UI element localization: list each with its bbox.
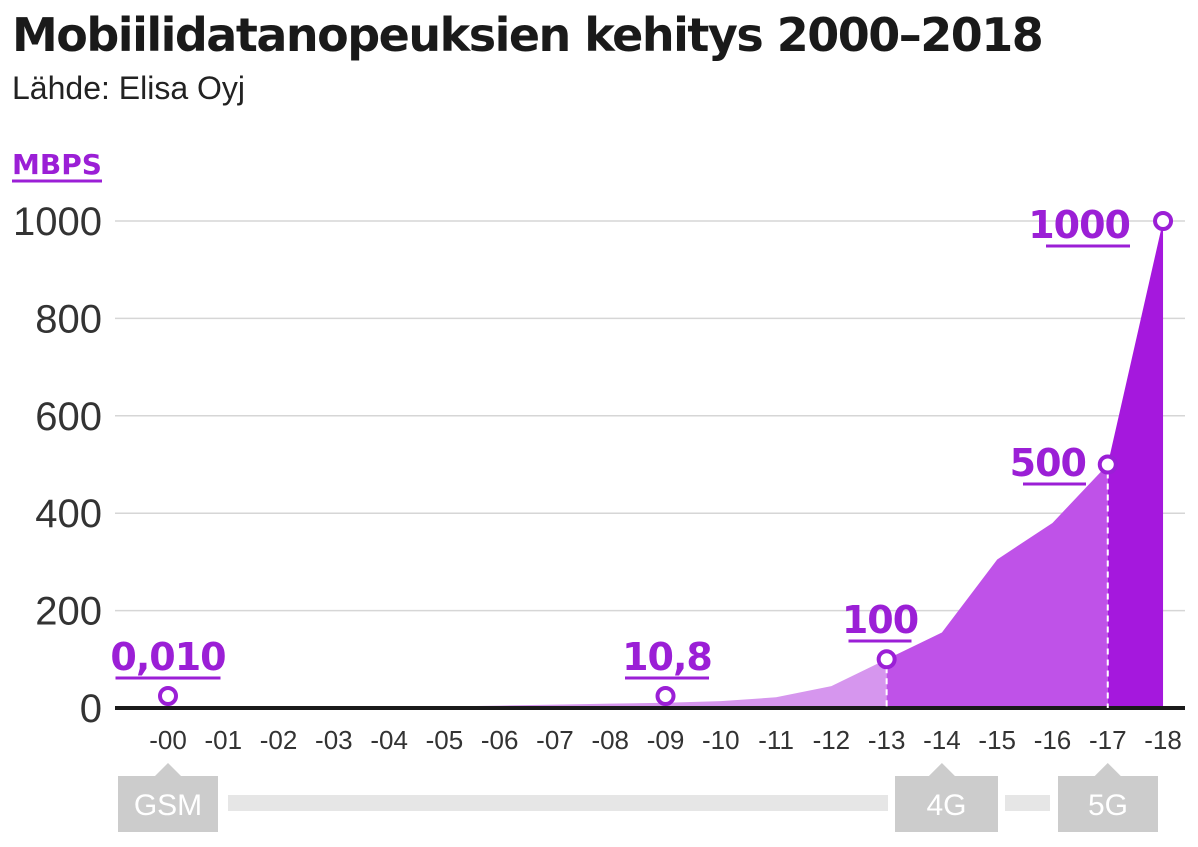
y-tick-label: 200	[35, 590, 102, 634]
chart-source: Lähde: Elisa Oyj	[12, 70, 246, 106]
data-point-label: 10,8	[622, 635, 712, 679]
y-tick-label: 0	[80, 687, 102, 731]
timeline-bar	[228, 795, 888, 811]
axis-layer: -00 -01 -02 -03 -04 -05 -06 -07 -08 -09 -10 -11 -12-…	[115, 706, 1185, 755]
x-tick-label: -00	[149, 725, 187, 755]
x-tick-label: -13	[868, 725, 906, 755]
area-layer	[168, 221, 1164, 708]
x-tick-label: -17	[1089, 725, 1127, 755]
x-tick-label: -12	[813, 725, 851, 755]
x-tick-label: -06	[481, 725, 519, 755]
area-band	[886, 464, 1108, 708]
x-tick-label: -16	[1034, 725, 1072, 755]
area-band	[168, 659, 887, 708]
x-tick-label: -09	[647, 725, 685, 755]
x-tick-label: -07	[536, 725, 574, 755]
data-point-marker	[1153, 211, 1174, 231]
x-tick-label: -01	[204, 725, 242, 755]
y-tick-label: 1000	[13, 200, 102, 244]
data-point-marker	[1097, 454, 1118, 475]
timeline-bar	[1005, 795, 1050, 811]
y-axis-unit-label: MBPS	[12, 148, 102, 181]
badge-pointer	[1094, 763, 1121, 776]
data-point-label: 100	[842, 598, 918, 642]
badge-pointer	[155, 763, 181, 776]
y-tick-label: 800	[35, 297, 102, 341]
chart-title: Mobiilidatanopeuksien kehitys 2000–2018	[12, 8, 1044, 62]
x-tick-label: -02	[260, 725, 298, 755]
x-tick-label: -18	[1144, 725, 1182, 755]
x-tick-label: -15	[978, 725, 1016, 755]
x-tick-label: -11	[758, 725, 794, 755]
data-point-label: 500	[1010, 441, 1086, 485]
data-point-marker	[655, 686, 676, 706]
technology-badge	[118, 776, 218, 832]
data-point-label: 1000	[1028, 203, 1130, 247]
x-tick-label: -08	[591, 725, 629, 755]
badge-pointer	[928, 763, 955, 776]
marker-layer: 0,010 10,8 100 500 1000	[110, 203, 1174, 708]
area-band	[1107, 221, 1164, 708]
technology-badge-label: 4G	[926, 789, 966, 822]
x-tick-label: -10	[702, 725, 740, 755]
x-tick-label: -03	[315, 725, 353, 755]
data-point-marker	[876, 649, 897, 670]
technology-badge-label: GSM	[134, 789, 202, 822]
grid-lines: 0 200 400 600 800 1000	[13, 200, 1185, 731]
technology-timeline: GSM 4G 5G	[118, 763, 1158, 832]
technology-badge	[895, 776, 998, 832]
y-tick-label: 600	[35, 395, 102, 439]
x-tick-label: -04	[370, 725, 408, 755]
y-tick-label: 400	[35, 492, 102, 536]
data-point-marker	[158, 686, 178, 706]
x-tick-label: -14	[923, 725, 961, 755]
data-point-label: 0,010	[110, 635, 225, 679]
technology-badge-label: 5G	[1088, 789, 1128, 822]
technology-badge	[1058, 776, 1158, 832]
x-tick-label: -05	[426, 725, 464, 755]
